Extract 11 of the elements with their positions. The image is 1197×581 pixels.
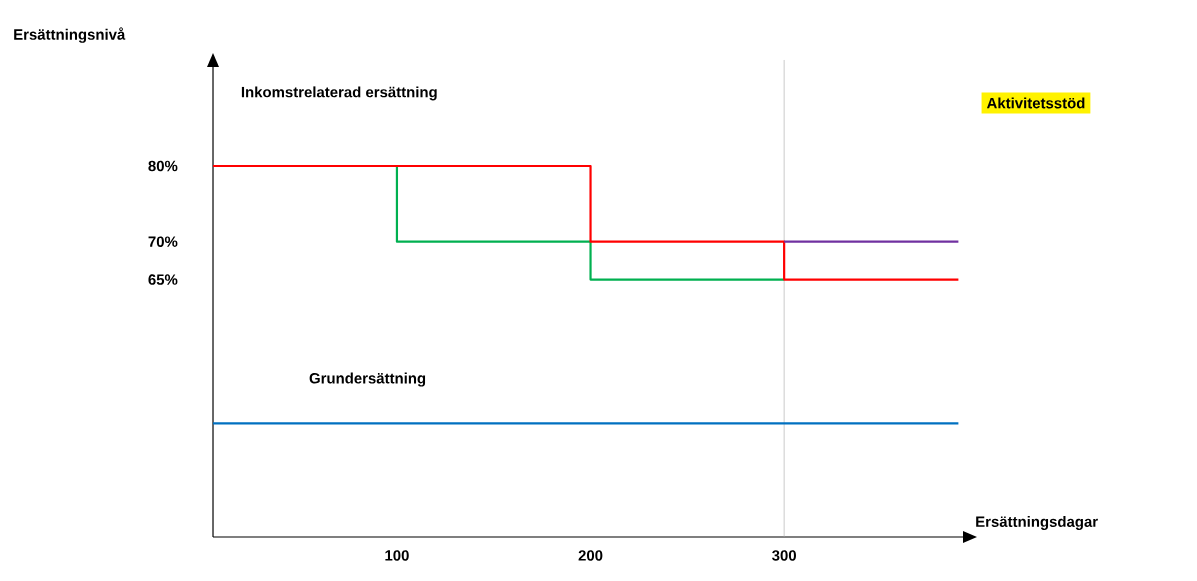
y-tick-label: 70% (148, 236, 178, 247)
annotation: Inkomstrelaterad ersättning (241, 86, 437, 101)
y-axis-title: Ersättningsnivå (14, 27, 126, 43)
annotation: Grundersättning (309, 372, 426, 387)
x-tick-label: 200 (578, 550, 603, 561)
text: Aktivitetsstöd (986, 97, 1085, 109)
x-tick-label: 300 (772, 550, 796, 561)
y-tick-label: 80% (148, 160, 178, 172)
x-axis-title: Ersättningsdagar (976, 515, 1098, 530)
x-tick-label: 100 (385, 550, 409, 561)
y-tick-label: 65% (148, 274, 178, 285)
